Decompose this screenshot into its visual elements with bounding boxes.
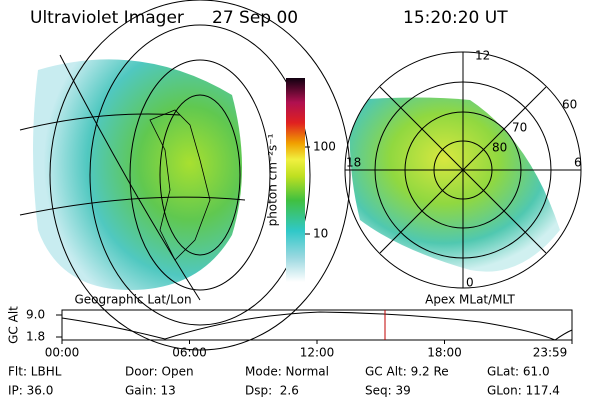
status-field: Mode: Normal xyxy=(245,365,329,379)
colorbar-tick-label: 10 xyxy=(313,227,328,241)
panel-label: Geographic Lat/Lon xyxy=(74,293,191,307)
altitude-curve xyxy=(61,311,573,341)
timeline-ylabel: GC Alt xyxy=(7,306,21,344)
timeline-xtick-label: 23:59 xyxy=(533,346,568,360)
timeline-xtick-label: 18:00 xyxy=(427,346,462,360)
polar-label: 60 xyxy=(562,98,577,112)
geographic-image xyxy=(19,0,351,351)
polar-label: 70 xyxy=(512,121,527,135)
date: 27 Sep 00 xyxy=(212,8,298,28)
status-field: GLat: 61.0 xyxy=(487,365,550,379)
status-field: GLon: 117.4 xyxy=(487,384,560,398)
colorbar xyxy=(286,78,305,282)
colorbar-tick-label: 100 xyxy=(313,140,336,154)
timeline-xtick-label: 00:00 xyxy=(45,346,80,360)
timeline-ytick: 1.8 xyxy=(26,330,45,344)
polar-label: 18 xyxy=(346,156,361,170)
polar-label: 6 xyxy=(574,156,582,170)
status-field: Door: Open xyxy=(125,365,194,379)
polar-label: 12 xyxy=(475,49,490,63)
status-field: Flt: LBHL xyxy=(8,365,62,379)
status-field: IP: 36.0 xyxy=(8,384,53,398)
timeline-xtick-label: 06:00 xyxy=(172,346,207,360)
polar-image xyxy=(344,51,582,289)
timeline-xtick-label: 12:00 xyxy=(300,346,335,360)
status-field: Gain: 13 xyxy=(125,384,176,398)
time: 15:20:20 UT xyxy=(403,8,508,28)
status-field: GC Alt: 9.2 Re xyxy=(365,365,449,379)
status-field: Seq: 39 xyxy=(365,384,411,398)
timeline-ytick: 9.0 xyxy=(26,308,45,322)
polar-label: 80 xyxy=(492,141,507,155)
title: Ultraviolet Imager xyxy=(30,8,184,28)
status-field: Dsp: 2.6 xyxy=(245,384,299,398)
colorbar-label: photon cm⁻²s⁻¹ xyxy=(266,133,280,226)
polar-label: 0 xyxy=(466,276,474,290)
panel-label: Apex MLat/MLT xyxy=(425,293,515,307)
